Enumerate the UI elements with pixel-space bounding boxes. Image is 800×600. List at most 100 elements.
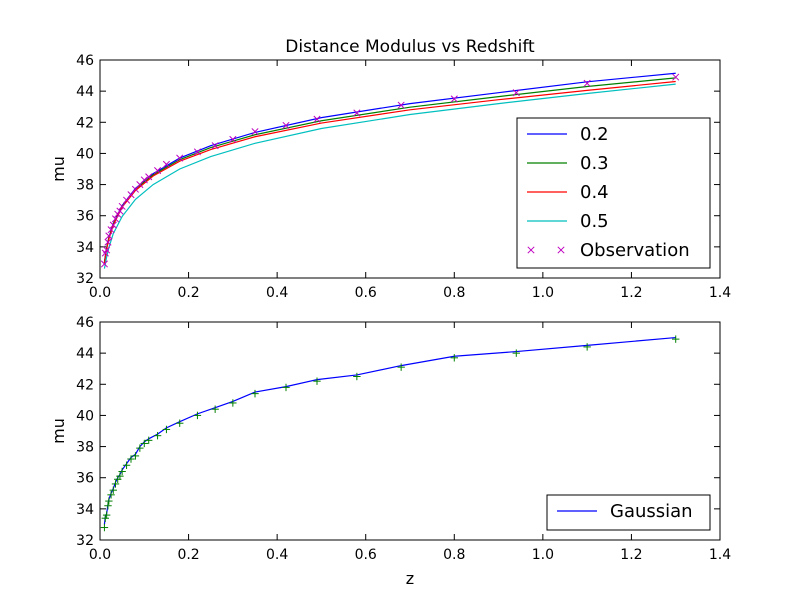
legend-item: Gaussian (557, 501, 693, 522)
data-point-markers (251, 389, 259, 398)
marker-stroke (583, 79, 591, 87)
data-point-observation (114, 210, 122, 218)
x-tick-label: 1.4 (709, 285, 731, 301)
x-tick-label: 0.8 (443, 285, 465, 301)
data-point-observation (176, 154, 184, 162)
y-tick-label: 34 (76, 502, 94, 518)
data-point-observation (672, 73, 680, 81)
marker-stroke (397, 101, 405, 109)
data-point-observation (105, 232, 113, 240)
data-point-observation (104, 238, 112, 246)
y-tick-label: 46 (76, 315, 94, 331)
marker-stroke (229, 135, 237, 143)
legend-label: Observation (580, 240, 690, 261)
data-point-markers (672, 335, 680, 343)
data-point-observation (282, 121, 290, 129)
legend: 0.2 0.3 0.4 0.5 Observation (516, 117, 711, 269)
data-point-markers (229, 399, 237, 407)
marker-stroke (123, 196, 131, 204)
marker-stroke (176, 154, 184, 162)
data-point-observation (118, 202, 126, 210)
legend-label: 0.3 (580, 153, 609, 174)
plot-frame (99, 321, 721, 541)
data-point-markers (211, 405, 219, 413)
data-point-markers (118, 467, 126, 476)
y-tick-label: 38 (76, 178, 94, 194)
data-point-observation (397, 101, 405, 109)
y-tick-label: 42 (76, 377, 94, 393)
marker-stroke (251, 128, 259, 136)
data-point-markers (116, 472, 124, 480)
marker-stroke (512, 89, 520, 97)
x-tick-label: 0.6 (355, 285, 377, 301)
y-tick-label: 34 (76, 240, 94, 256)
legend-label: 0.4 (580, 182, 609, 203)
chart-panel-2: 0.0 0.2 0.4 0.6 0.8 1.0 1.2 1.4 32 34 36 38 40 42 44 46… (49, 315, 731, 588)
y-tick-label: 44 (76, 84, 94, 100)
data-point-markers (111, 480, 120, 488)
marker-stroke (103, 246, 111, 254)
legend-label: Gaussian (610, 501, 693, 522)
data-point-markers (282, 383, 290, 392)
data-point-observation (123, 196, 131, 204)
legend-item: 0.3 (527, 153, 609, 174)
data-point-markers (512, 349, 520, 357)
data-point-markers (102, 511, 111, 519)
x-tick-label: 0.4 (266, 547, 288, 563)
legend-marker (527, 246, 535, 254)
marker-stroke (450, 95, 458, 103)
marker-stroke (109, 221, 117, 229)
data-point-observation (100, 260, 108, 268)
legend: Gaussian (546, 494, 711, 531)
y-tick-label: 40 (76, 408, 94, 424)
data-point-observation (116, 207, 124, 215)
marker-stroke (313, 115, 321, 123)
marker-stroke (105, 232, 113, 240)
x-tick-label: 1.2 (620, 547, 642, 563)
marker-stroke (672, 73, 680, 81)
marker-stroke (193, 148, 201, 156)
data-point-observation (145, 173, 153, 181)
data-point-observation (193, 148, 201, 156)
legend-label: 0.2 (580, 124, 609, 145)
marker-stroke (116, 207, 124, 215)
legend-item: Observation (527, 240, 690, 261)
data-point-markers (353, 372, 361, 381)
data-point-observation (107, 226, 115, 234)
data-point-markers (107, 491, 115, 499)
marker-stroke (104, 238, 112, 246)
legend-item: 0.5 (527, 211, 609, 232)
data-point-observation (162, 160, 170, 168)
marker-stroke (111, 215, 120, 223)
data-point-observation (313, 115, 321, 123)
y-tick-label: 44 (76, 346, 94, 362)
data-point-markers (176, 419, 184, 427)
data-point-observation (583, 79, 591, 87)
series-layer (100, 72, 680, 269)
y-axis-label: mu (49, 418, 68, 444)
y-tick-label: 36 (76, 471, 94, 487)
x-tick-label: 0.2 (177, 547, 199, 563)
x-tick-label: 0.0 (89, 285, 111, 301)
marker-stroke (162, 160, 170, 168)
data-point-markers (105, 497, 113, 505)
data-point-markers (140, 439, 148, 448)
data-point-markers (313, 377, 321, 385)
data-point-markers (193, 411, 202, 420)
chart-title: Distance Modulus vs Redshift (285, 37, 535, 57)
data-point-observation (450, 95, 458, 103)
data-point-observation (103, 246, 111, 254)
x-tick-label: 1.4 (709, 547, 731, 563)
marker-stroke (118, 202, 126, 210)
marker-stroke (282, 121, 290, 129)
marker-stroke (353, 109, 361, 117)
data-point-markers (104, 502, 112, 510)
legend-item: 0.4 (527, 182, 609, 203)
data-point-markers (162, 425, 171, 434)
y-tick-label: 40 (76, 146, 94, 162)
data-point-markers (136, 444, 144, 452)
data-point-markers (109, 486, 117, 494)
data-point-observation (140, 176, 148, 184)
series-layer (100, 335, 680, 532)
